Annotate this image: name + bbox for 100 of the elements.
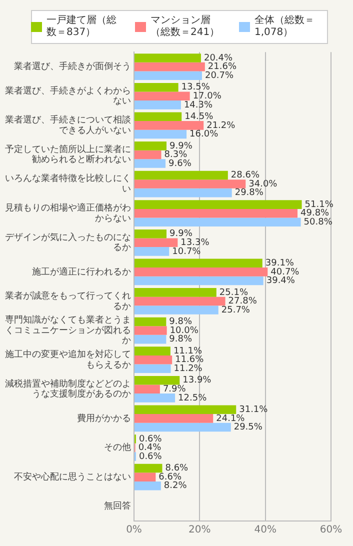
data-label: 13.9% xyxy=(182,376,212,386)
bar xyxy=(134,229,167,238)
data-label: 9.8% xyxy=(169,317,192,328)
legend-label: 一戸建て層（総数＝837） xyxy=(46,15,118,39)
data-label: 9.6% xyxy=(168,158,192,169)
y-tick-label: 減税措置や補助制度などどのような支援制度があるのか xyxy=(5,378,131,400)
bar xyxy=(134,130,187,139)
bar xyxy=(134,82,178,92)
data-label: 29.5% xyxy=(234,422,263,433)
data-label: 7.9% xyxy=(162,384,186,394)
data-label: 13.3% xyxy=(180,238,210,248)
bar xyxy=(134,159,166,168)
bar xyxy=(134,208,298,218)
bar xyxy=(134,180,246,188)
data-label: 20.7% xyxy=(204,70,234,81)
bar xyxy=(134,188,232,198)
bar xyxy=(134,384,160,394)
x-tick-label: 60% xyxy=(320,524,342,536)
data-label: 39.4% xyxy=(266,276,296,286)
data-label: 29.8% xyxy=(234,188,264,198)
bar xyxy=(134,334,166,344)
data-label: 27.8% xyxy=(228,296,258,307)
bar xyxy=(134,150,162,160)
data-label: 51.1% xyxy=(304,200,334,210)
bar xyxy=(134,54,201,62)
data-label: 11.1% xyxy=(173,346,202,356)
data-label: 10.0% xyxy=(170,326,199,336)
y-tick-label: 不安や心配に思うことはない xyxy=(14,471,131,482)
data-label: 11.2% xyxy=(174,364,203,374)
bar xyxy=(134,296,226,306)
bar xyxy=(134,238,178,248)
data-label: 9.9% xyxy=(170,229,193,240)
x-tick-label: 0% xyxy=(126,524,142,536)
data-label: 25.1% xyxy=(219,288,248,298)
data-label: 39.1% xyxy=(265,258,294,268)
data-label: 9.8% xyxy=(169,334,192,345)
y-tick-label: 無回答 xyxy=(104,500,131,512)
y-tick-label: 業者選び、手続きについて相談できる人がいない xyxy=(5,114,131,136)
data-label: 34.0% xyxy=(248,179,278,190)
data-label: 9.9% xyxy=(170,141,193,152)
y-tick-label: 業者選び、手続きがよくわからない xyxy=(5,85,131,107)
bar xyxy=(134,394,176,402)
y-tick-label: 見積もりの相場や適正価格がわからない xyxy=(5,202,131,224)
bar xyxy=(134,288,216,297)
y-tick-label: デザインが気に入ったものになるか xyxy=(5,232,131,254)
bar xyxy=(134,276,264,286)
bar xyxy=(134,247,170,256)
bar xyxy=(134,121,204,130)
data-label: 31.1% xyxy=(239,405,268,415)
data-label: 24.1% xyxy=(216,414,246,424)
data-label: 50.8% xyxy=(304,217,333,228)
bar xyxy=(134,422,231,432)
legend-label: 全体（総数＝1,078） xyxy=(254,15,316,39)
x-tick-label: 40% xyxy=(254,524,276,536)
bar xyxy=(134,92,190,101)
x-tick-label: 20% xyxy=(188,524,211,536)
bar xyxy=(134,258,262,268)
data-label: 14.3% xyxy=(184,100,213,110)
data-label: 8.3% xyxy=(164,150,188,160)
bar xyxy=(134,306,218,314)
y-tick-label: いろんな業者特徴を比較しにくい xyxy=(5,173,131,195)
bar xyxy=(134,62,205,72)
y-tick-label: その他 xyxy=(104,442,131,454)
data-label: 8.2% xyxy=(164,481,188,492)
data-label: 21.2% xyxy=(206,120,236,131)
bar xyxy=(134,364,171,374)
data-label: 40.7% xyxy=(270,267,300,278)
data-label: 6.6% xyxy=(158,472,182,482)
y-tick-label: 施工中の変更や追加を対応してもらえるか xyxy=(5,349,131,370)
data-label: 0.4% xyxy=(138,443,162,454)
data-label: 25.7% xyxy=(221,305,250,316)
y-tick-label: 費用がかかる xyxy=(77,412,131,424)
bar xyxy=(134,346,170,356)
bar xyxy=(134,355,172,364)
data-label: 0.6% xyxy=(138,452,162,462)
bar xyxy=(134,200,302,209)
data-label: 17.0% xyxy=(192,91,222,102)
data-label: 10.7% xyxy=(172,246,202,257)
data-label: 20.4% xyxy=(204,53,234,64)
bar xyxy=(134,317,166,326)
data-label: 8.6% xyxy=(165,464,189,474)
bar xyxy=(134,326,167,335)
data-label: 49.8% xyxy=(300,208,330,219)
y-tick-label: 業者が誠意をもって行ってくれるか xyxy=(5,290,131,312)
bar xyxy=(134,100,181,110)
bar xyxy=(134,405,236,414)
bar xyxy=(134,112,182,122)
y-tick-label: 専門知識がなくても業者とうまくコミュニケーションが図れるか xyxy=(5,314,131,346)
bar xyxy=(134,268,268,276)
bar xyxy=(134,376,180,385)
y-tick-label: 予定していた箇所以上に業者に勧められると断われない xyxy=(5,144,131,166)
bar xyxy=(134,170,228,180)
bar xyxy=(134,142,167,150)
y-tick-label: 業者選び、手続きが面倒そう xyxy=(14,61,131,72)
bar xyxy=(134,71,202,80)
data-label: 12.5% xyxy=(178,393,208,404)
bar xyxy=(134,481,161,490)
bar xyxy=(134,218,301,227)
data-label: 28.6% xyxy=(230,170,260,181)
bar xyxy=(134,464,162,473)
